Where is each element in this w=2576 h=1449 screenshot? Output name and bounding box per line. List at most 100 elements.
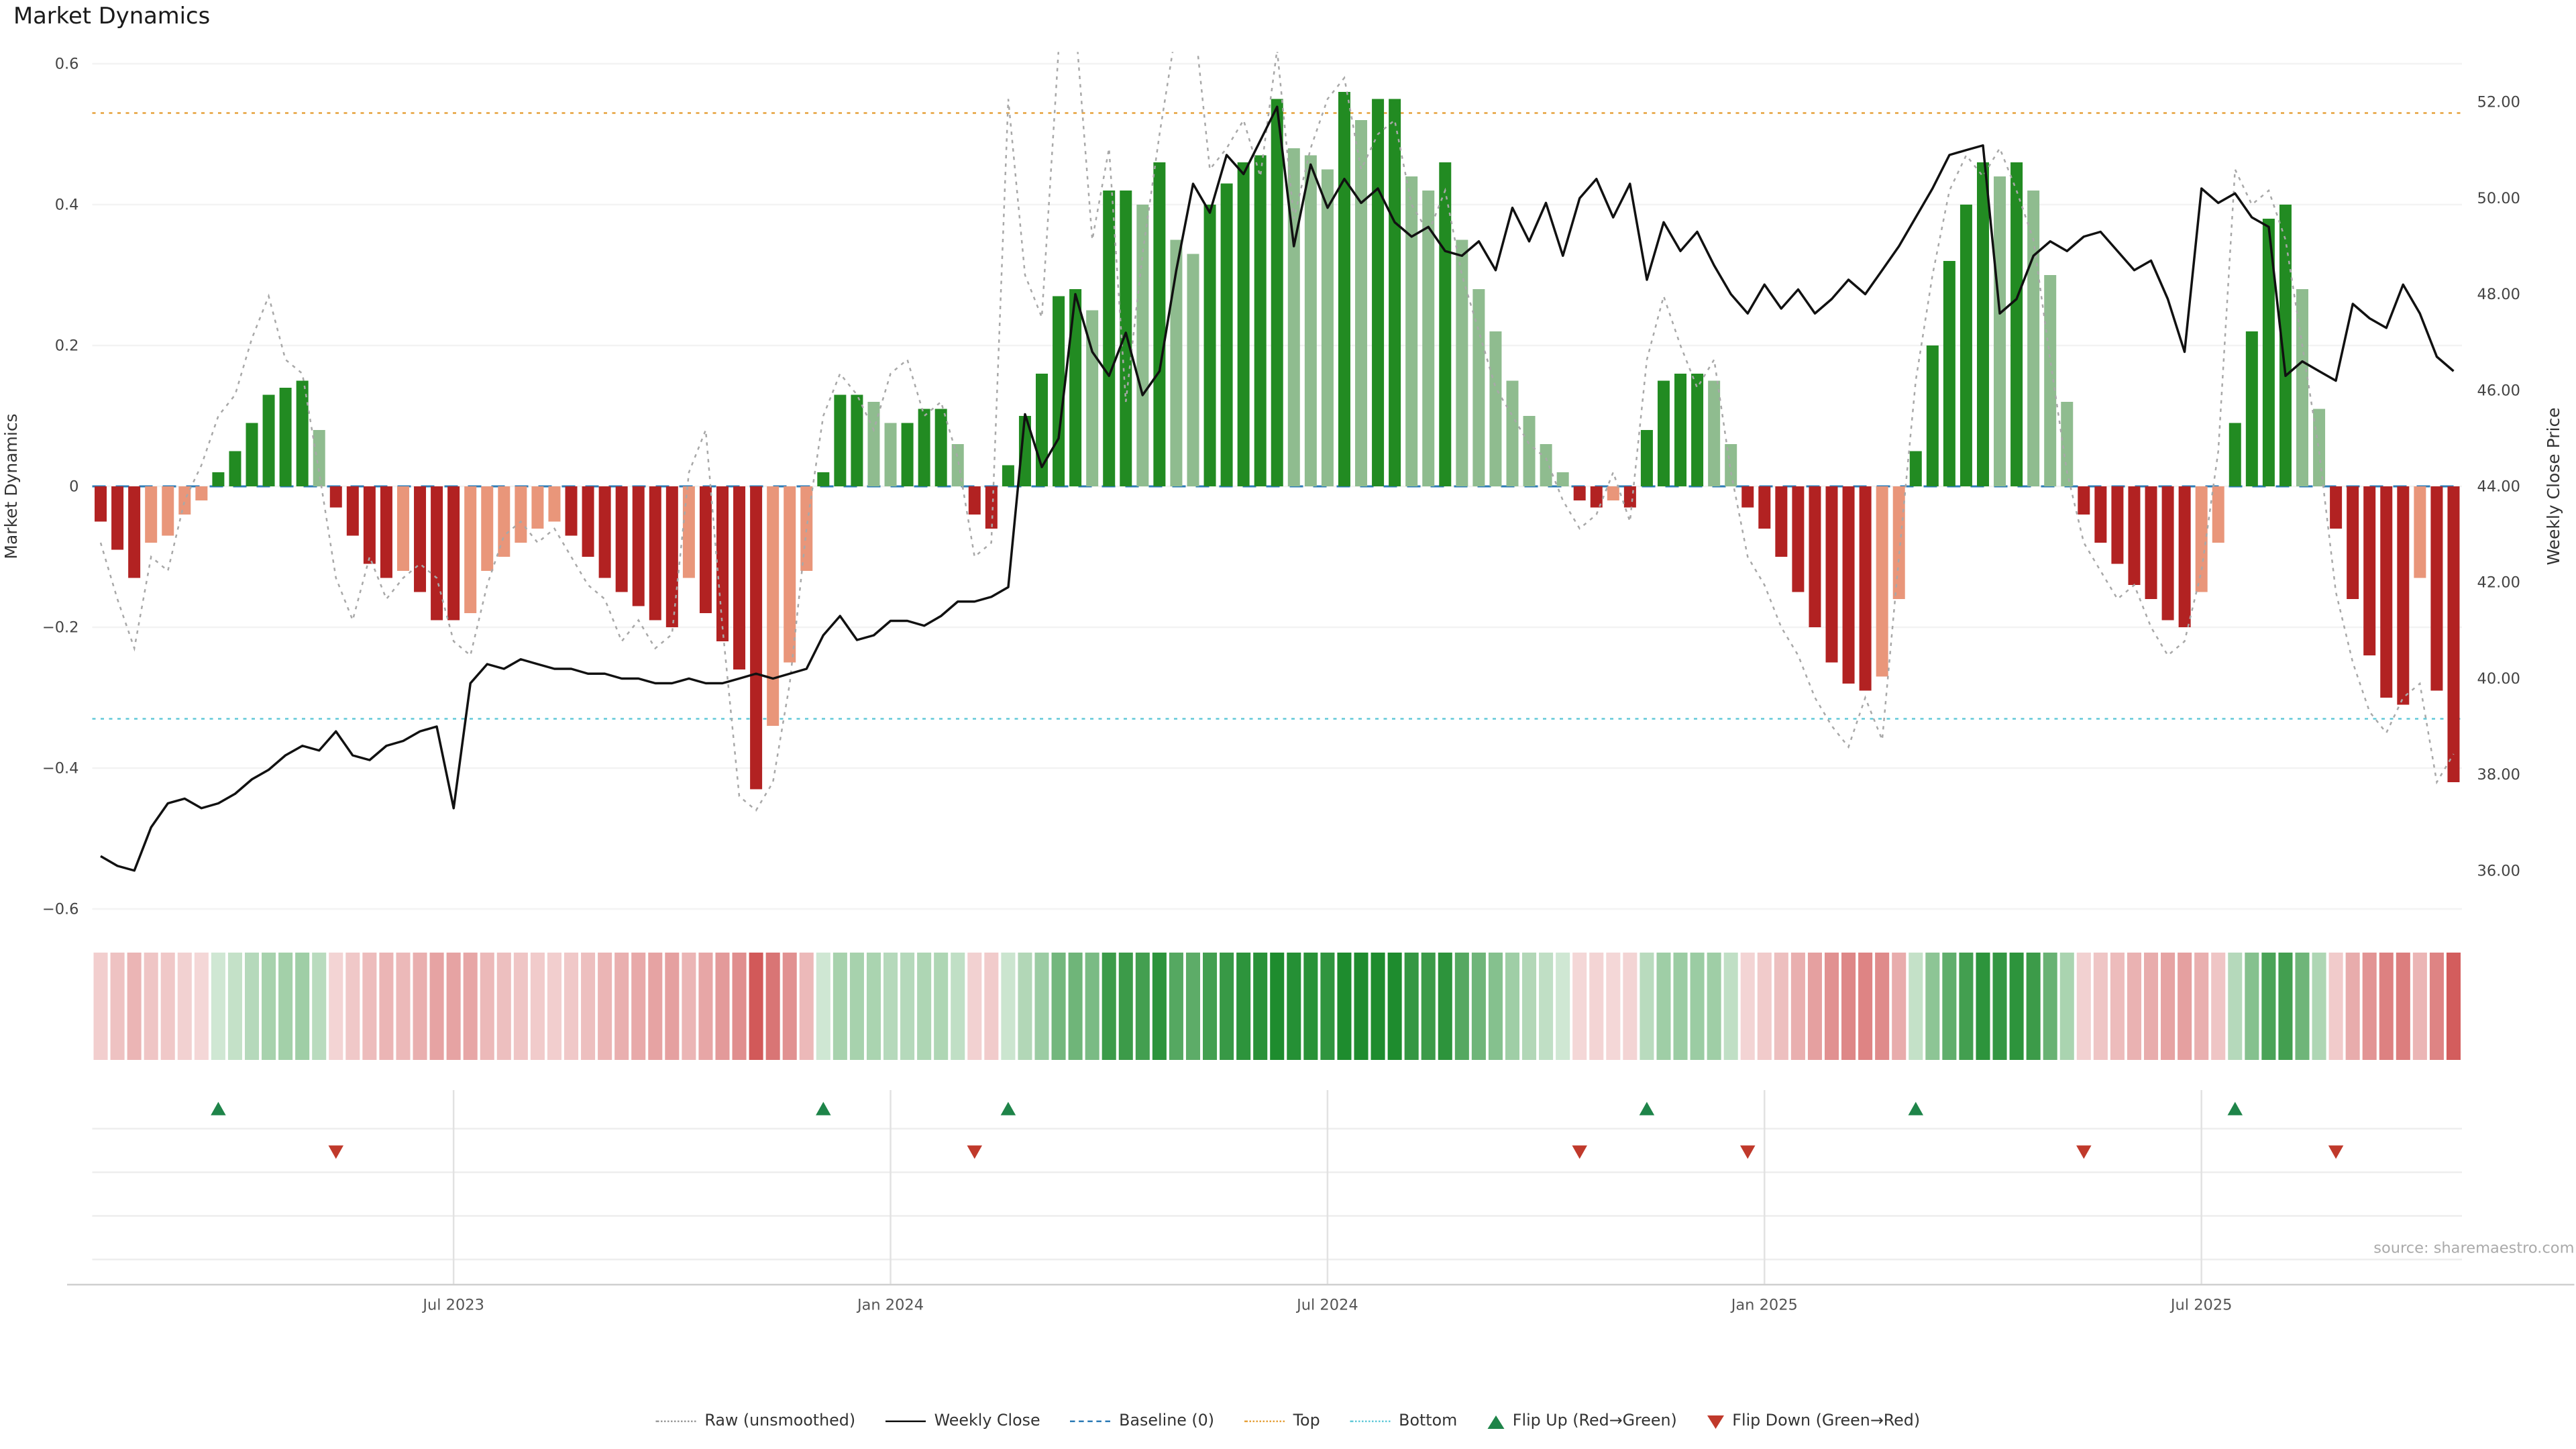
legend-label-weekly-close: Weekly Close xyxy=(934,1412,1040,1431)
heatmap-cell xyxy=(648,953,663,1060)
dynamics-bar xyxy=(682,486,695,578)
dynamics-bar xyxy=(968,486,981,515)
dynamics-bar xyxy=(884,423,897,486)
dynamics-bar xyxy=(2178,486,2191,627)
right-tick-label: 44.00 xyxy=(2477,478,2520,496)
right-tick-label: 48.00 xyxy=(2477,286,2520,303)
dynamics-bar xyxy=(1405,176,1418,486)
dynamics-bar xyxy=(212,472,225,486)
heatmap-cell xyxy=(2143,953,2159,1060)
heatmap-cell xyxy=(1925,953,1940,1060)
bars-group xyxy=(95,92,2460,790)
heatmap-cell xyxy=(1421,953,1436,1060)
dynamics-bar xyxy=(548,486,561,522)
dynamics-bar xyxy=(145,486,158,543)
left-tick-label: −0.4 xyxy=(42,760,79,777)
heatmap-cell xyxy=(2093,953,2108,1060)
heatmap-cell xyxy=(951,953,965,1060)
heatmap-cell xyxy=(1404,953,1419,1060)
dynamics-bar xyxy=(800,486,813,571)
heatmap-cell xyxy=(2345,953,2360,1060)
heatmap-cell xyxy=(598,953,612,1060)
raw-line-swatch-icon xyxy=(655,1420,696,1422)
dynamics-bar xyxy=(699,486,712,613)
legend-label-bottom: Bottom xyxy=(1399,1412,1458,1431)
heatmap-cell xyxy=(1623,953,1638,1060)
heatmap-cell xyxy=(480,953,494,1060)
heatmap-cell xyxy=(1287,953,1301,1060)
heatmap-cell xyxy=(2161,953,2176,1060)
dynamics-bar xyxy=(313,430,325,486)
dynamics-bar xyxy=(1590,486,1603,508)
heatmap-cell xyxy=(278,953,293,1060)
heatmap-cell xyxy=(2328,953,2343,1060)
weekly-close-swatch-icon xyxy=(885,1420,926,1422)
heatmap-cell xyxy=(765,953,780,1060)
heatmap-cell xyxy=(900,953,915,1060)
heatmap-cell xyxy=(1102,953,1116,1060)
dynamics-bar xyxy=(2245,331,2258,486)
dynamics-bar xyxy=(2380,486,2393,698)
dynamics-bar xyxy=(1859,486,1872,691)
dynamics-bar xyxy=(2161,486,2174,621)
heatmap-cell xyxy=(127,953,142,1060)
heatmap-cell xyxy=(396,953,411,1060)
legend-item-weekly-close: Weekly Close xyxy=(885,1412,1040,1431)
heatmap-cell xyxy=(144,953,158,1060)
heatmap-cell xyxy=(2228,953,2243,1060)
heatmap-cell xyxy=(1236,953,1251,1060)
dynamics-bar xyxy=(934,409,947,486)
dynamics-bar xyxy=(2061,402,2074,486)
flip-up-marker xyxy=(1639,1102,1655,1116)
flip-up-marker xyxy=(211,1102,226,1116)
heatmap-cell xyxy=(2295,953,2310,1060)
dynamics-bar xyxy=(447,486,460,621)
bottom-line-swatch-icon xyxy=(1350,1420,1391,1422)
heatmap-cell xyxy=(1085,953,1099,1060)
dynamics-bar xyxy=(2397,486,2410,705)
heatmap-cell xyxy=(1169,953,1183,1060)
dynamics-bar xyxy=(363,486,376,564)
heatmap-cell xyxy=(1892,953,1907,1060)
heatmap-cell xyxy=(379,953,394,1060)
dynamics-bar xyxy=(1994,176,2006,486)
dynamics-bar xyxy=(1741,486,1754,508)
dynamics-bar xyxy=(162,486,174,536)
heatmap-cell xyxy=(631,953,646,1060)
heatmap-cell xyxy=(547,953,561,1060)
right-tick-label: 38.00 xyxy=(2477,766,2520,784)
heatmap-cell xyxy=(1875,953,1890,1060)
dynamics-bar xyxy=(1170,239,1183,486)
heatmap-cell xyxy=(312,953,327,1060)
lines-group xyxy=(99,52,2455,872)
heatmap-cell xyxy=(1488,953,1503,1060)
heatmap-cell xyxy=(1640,953,1654,1060)
dynamics-bar xyxy=(2128,486,2141,585)
dynamics-bar xyxy=(767,486,780,726)
heatmap-cell xyxy=(1068,953,1083,1060)
heatmap-cell xyxy=(698,953,713,1060)
dynamics-bar xyxy=(1657,380,1670,486)
heatmap-cell xyxy=(1774,953,1788,1060)
heatmap-cell xyxy=(1690,953,1705,1060)
dynamics-bar xyxy=(1254,155,1267,486)
heatmap-cell xyxy=(2059,953,2074,1060)
heatmap-cell xyxy=(1858,953,1873,1060)
legend-label-top: Top xyxy=(1293,1412,1320,1431)
dynamics-bar xyxy=(901,423,914,486)
dynamics-bar xyxy=(2330,486,2343,529)
dynamics-bar xyxy=(867,402,880,486)
dynamics-bar xyxy=(2111,486,2124,564)
dynamics-bar xyxy=(95,486,107,522)
heatmap-cell xyxy=(1135,953,1150,1060)
dynamics-bar xyxy=(2347,486,2359,599)
heatmap-cell xyxy=(1589,953,1604,1060)
dynamics-bar xyxy=(111,486,124,550)
dynamics-bar xyxy=(985,486,998,529)
heatmap-cell xyxy=(849,953,864,1060)
page-title: Market Dynamics xyxy=(13,3,211,30)
dynamics-bar xyxy=(918,409,930,486)
dynamics-bar xyxy=(733,486,746,669)
heatmap-cell xyxy=(530,953,545,1060)
